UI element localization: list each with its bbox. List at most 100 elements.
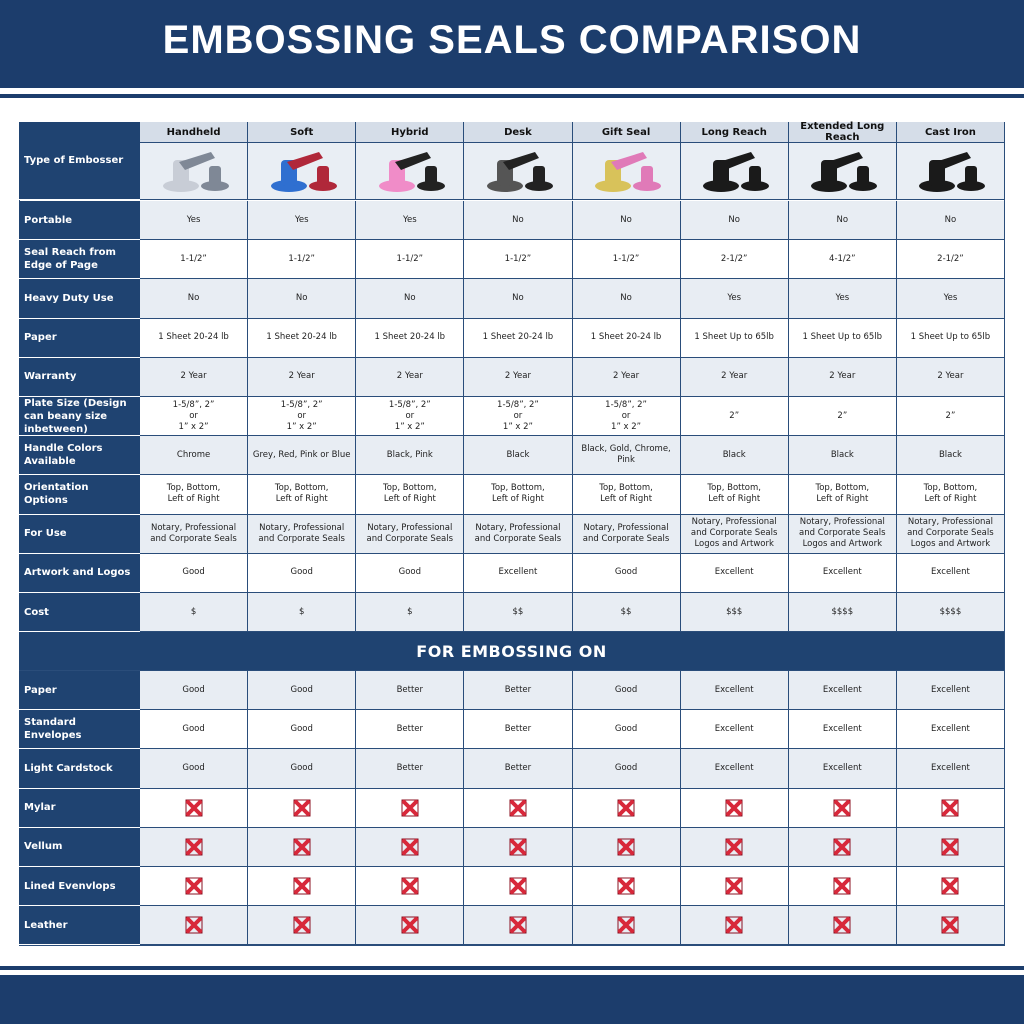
row-label: Paper (19, 671, 140, 711)
column-header: Hybrid (356, 122, 465, 143)
table-cell: Black, Gold, Chrome, Pink (572, 436, 681, 476)
section-title: FOR EMBOSSING ON (19, 632, 1005, 671)
embosser-icon (378, 152, 445, 192)
table-cell: Black, Pink (356, 436, 465, 476)
not-supported-cell (680, 867, 789, 907)
x-icon (293, 838, 311, 856)
row-label: Handle Colors Available (19, 436, 140, 476)
footer-band (0, 975, 1024, 1024)
not-supported-cell (356, 906, 465, 946)
row-label: Leather (19, 906, 140, 946)
table-cell: Excellent (788, 749, 897, 789)
x-icon (833, 838, 851, 856)
not-supported-cell (464, 906, 573, 946)
table-cell: Good (572, 710, 681, 750)
column-header: Cast Iron (896, 122, 1005, 143)
x-icon (293, 916, 311, 934)
table-cell: 1-5/8”, 2” or 1” x 2” (248, 397, 357, 437)
not-supported-cell (140, 906, 249, 946)
table-cell: 1-1/2” (140, 240, 249, 280)
x-icon (617, 799, 635, 817)
table-cell: 1 Sheet Up to 65lb (788, 318, 897, 358)
not-supported-cell (464, 788, 573, 828)
row-label: Cost (19, 593, 140, 633)
table-cell: Good (140, 553, 249, 593)
not-supported-cell (140, 827, 249, 867)
footer-stripe (0, 966, 1024, 970)
x-icon (185, 799, 203, 817)
x-icon (293, 877, 311, 895)
table-cell: $$ (464, 593, 573, 633)
embosser-icon (811, 152, 878, 192)
product-image (572, 143, 681, 200)
x-icon (509, 877, 527, 895)
table-cell: 1 Sheet 20-24 lb (140, 318, 249, 358)
table-cell: 1-5/8”, 2” or 1” x 2” (356, 397, 465, 437)
not-supported-cell (464, 867, 573, 907)
table-cell: Notary, Professional and Corporate Seals… (896, 514, 1005, 554)
table-cell: 2-1/2” (680, 240, 789, 280)
column-header: Handheld (140, 122, 249, 143)
table-cell: $ (248, 593, 357, 633)
table-cell: Notary, Professional and Corporate Seals (248, 514, 357, 554)
x-icon (833, 799, 851, 817)
table-cell: Notary, Professional and Corporate Seals… (680, 514, 789, 554)
not-supported-cell (572, 906, 681, 946)
table-cell: 1 Sheet 20-24 lb (464, 318, 573, 358)
row-label: Standard Envelopes (19, 710, 140, 750)
table-cell: Black (896, 436, 1005, 476)
corner-label: Type of Embosser (19, 122, 140, 200)
row-label: Mylar (19, 788, 140, 828)
table-cell: Good (140, 671, 249, 711)
table-cell: Black (464, 436, 573, 476)
table-cell: Chrome (140, 436, 249, 476)
table-cell: Better (464, 710, 573, 750)
x-icon (401, 838, 419, 856)
x-icon (401, 877, 419, 895)
table-cell: 1 Sheet 20-24 lb (356, 318, 465, 358)
table-cell: Good (140, 749, 249, 789)
table-cell: Excellent (788, 671, 897, 711)
not-supported-cell (896, 788, 1005, 828)
table-cell: $ (356, 593, 465, 633)
x-icon (617, 838, 635, 856)
table-cell: Yes (680, 279, 789, 319)
x-icon (941, 838, 959, 856)
row-label: Warranty (19, 357, 140, 397)
table-cell: Excellent (896, 671, 1005, 711)
header-band (0, 0, 1024, 88)
product-image (464, 143, 573, 200)
table-cell: Grey, Red, Pink or Blue (248, 436, 357, 476)
x-icon (185, 877, 203, 895)
x-icon (725, 916, 743, 934)
x-icon (833, 916, 851, 934)
table-cell: Better (464, 749, 573, 789)
not-supported-cell (140, 788, 249, 828)
table-cell: 2 Year (356, 357, 465, 397)
x-icon (725, 799, 743, 817)
table-cell: $$$$ (788, 593, 897, 633)
x-icon (941, 799, 959, 817)
page-title: EMBOSSING SEALS COMPARISON (162, 18, 862, 62)
x-icon (509, 916, 527, 934)
table-cell: Excellent (680, 710, 789, 750)
not-supported-cell (572, 788, 681, 828)
column-header: Desk (464, 122, 573, 143)
table-cell: Black (680, 436, 789, 476)
table-cell: Excellent (896, 553, 1005, 593)
table-cell: Notary, Professional and Corporate Seals (572, 514, 681, 554)
table-cell: Better (356, 671, 465, 711)
table-cell: 2 Year (680, 357, 789, 397)
table-cell: 1-1/2” (464, 240, 573, 280)
table-cell: 2” (788, 397, 897, 437)
not-supported-cell (788, 906, 897, 946)
table-cell: 1-1/2” (248, 240, 357, 280)
not-supported-cell (572, 867, 681, 907)
not-supported-cell (248, 827, 357, 867)
not-supported-cell (896, 867, 1005, 907)
table-cell: Good (572, 553, 681, 593)
x-icon (509, 799, 527, 817)
not-supported-cell (248, 788, 357, 828)
table-cell: Better (356, 749, 465, 789)
